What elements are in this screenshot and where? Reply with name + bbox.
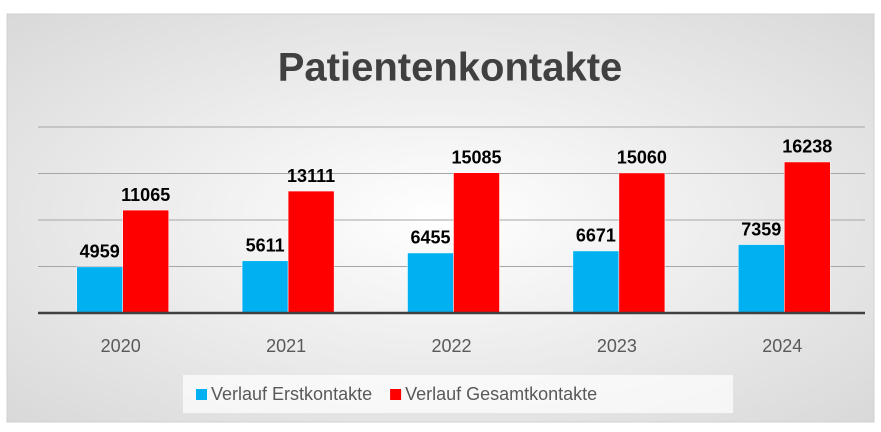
bar [241,260,289,314]
bar [76,266,123,314]
data-label: 6671 [576,226,616,246]
data-label: 16238 [782,137,832,157]
x-tick-label: 2021 [266,336,306,356]
chart-title: Patientenkontakte [278,46,623,90]
bar [784,161,831,314]
bar [122,209,169,314]
bar [572,250,620,314]
legend-box [183,375,733,413]
data-label: 6455 [410,228,450,248]
data-label: 4959 [80,242,120,262]
legend-swatch [196,389,207,400]
legend-label: Verlauf Erstkontakte [211,384,372,404]
bar [738,244,785,314]
data-label: 13111 [287,166,335,186]
data-label: 5611 [246,236,285,256]
data-label: 11065 [121,185,170,205]
legend-swatch [390,389,402,400]
x-tick-label: 2020 [101,336,141,356]
x-tick-label: 2022 [431,336,471,356]
x-tick-label: 2024 [762,336,802,356]
data-label: 7359 [741,219,781,239]
bar [287,190,335,314]
bar [618,172,666,314]
x-tick-label: 2023 [597,336,637,356]
data-label: 15085 [451,147,501,167]
data-label: 15060 [617,148,667,168]
legend-label: Verlauf Gesamtkontakte [405,384,597,404]
bar [407,252,454,314]
bar [453,172,500,314]
